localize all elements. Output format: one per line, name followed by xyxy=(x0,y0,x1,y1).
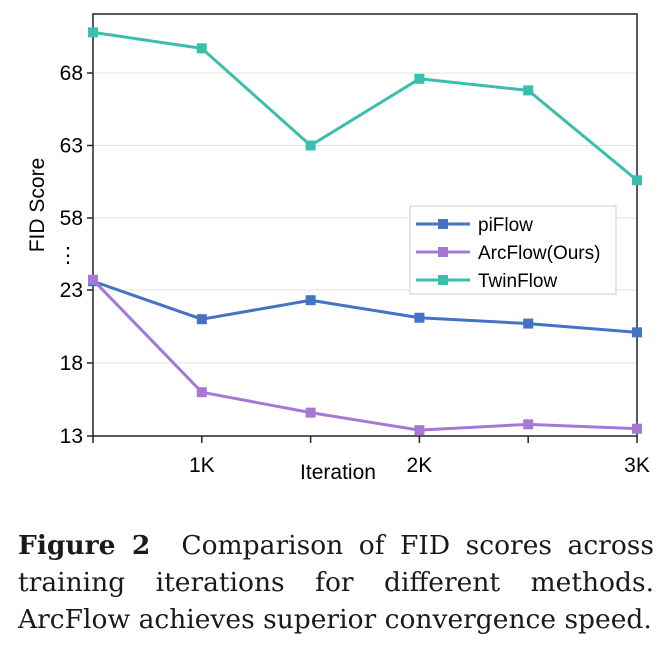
data-point-arcflow-ours xyxy=(523,419,534,430)
legend-label-twinflow: TwinFlow xyxy=(478,271,557,292)
data-point-twinflow xyxy=(196,43,207,54)
legend: piFlow ArcFlow(Ours) TwinFlow xyxy=(409,205,617,295)
data-point-arcflow-ours xyxy=(632,423,642,434)
data-point-piflow xyxy=(414,312,425,323)
fid-line-chart: 13 18 23 58 63 68 1K 2K 3K FID Score ⋮ Iteration… xyxy=(26,13,650,484)
series-layer xyxy=(88,27,642,436)
data-point-piflow xyxy=(523,318,534,329)
x-axis-title: Iteration xyxy=(300,461,376,484)
y-axis-title: FID Score xyxy=(26,158,49,253)
series-line-arcflow-ours xyxy=(91,278,638,432)
caption-label: Figure 2 xyxy=(18,530,151,561)
y-tick-label: 68 xyxy=(60,62,83,85)
data-point-arcflow-ours xyxy=(305,407,316,418)
x-tick-label: 1K xyxy=(189,454,215,477)
axis-ticks: 13 18 23 58 63 68 1K 2K 3K xyxy=(60,62,650,477)
legend-marker-twinflow xyxy=(438,275,448,285)
y-tick-label: 58 xyxy=(60,207,83,230)
series-line-piflow xyxy=(92,279,638,334)
data-point-arcflow-ours xyxy=(196,387,207,398)
caption-text: Comparison of FID scores across training… xyxy=(18,530,654,635)
data-point-twinflow xyxy=(523,85,534,96)
data-point-twinflow xyxy=(414,73,425,84)
y-tick-label: 23 xyxy=(60,279,83,302)
data-point-twinflow xyxy=(88,27,98,38)
y-tick-label: 13 xyxy=(60,425,83,448)
y-tick-label: 18 xyxy=(60,352,83,375)
data-point-arcflow-ours xyxy=(88,274,98,285)
data-point-piflow xyxy=(632,327,642,338)
axis-break-marker: ⋮ xyxy=(58,244,79,267)
legend-marker-arcflow-ours xyxy=(438,247,448,257)
data-point-twinflow xyxy=(632,175,642,186)
series-line-twinflow xyxy=(92,30,638,182)
data-point-arcflow-ours xyxy=(414,425,425,436)
plot-frame xyxy=(92,13,638,437)
x-tick-label: 2K xyxy=(407,454,433,477)
legend-marker-piflow xyxy=(438,219,448,229)
y-tick-label: 63 xyxy=(60,135,83,158)
data-point-piflow xyxy=(305,295,316,306)
legend-label-piflow: piFlow xyxy=(478,215,533,236)
figure-caption: Figure 2 Comparison of FID scores across… xyxy=(18,527,654,638)
data-point-twinflow xyxy=(305,140,316,151)
data-point-piflow xyxy=(196,314,207,325)
legend-label-arcflow-ours: ArcFlow(Ours) xyxy=(478,243,600,264)
x-tick-label: 3K xyxy=(624,454,650,477)
